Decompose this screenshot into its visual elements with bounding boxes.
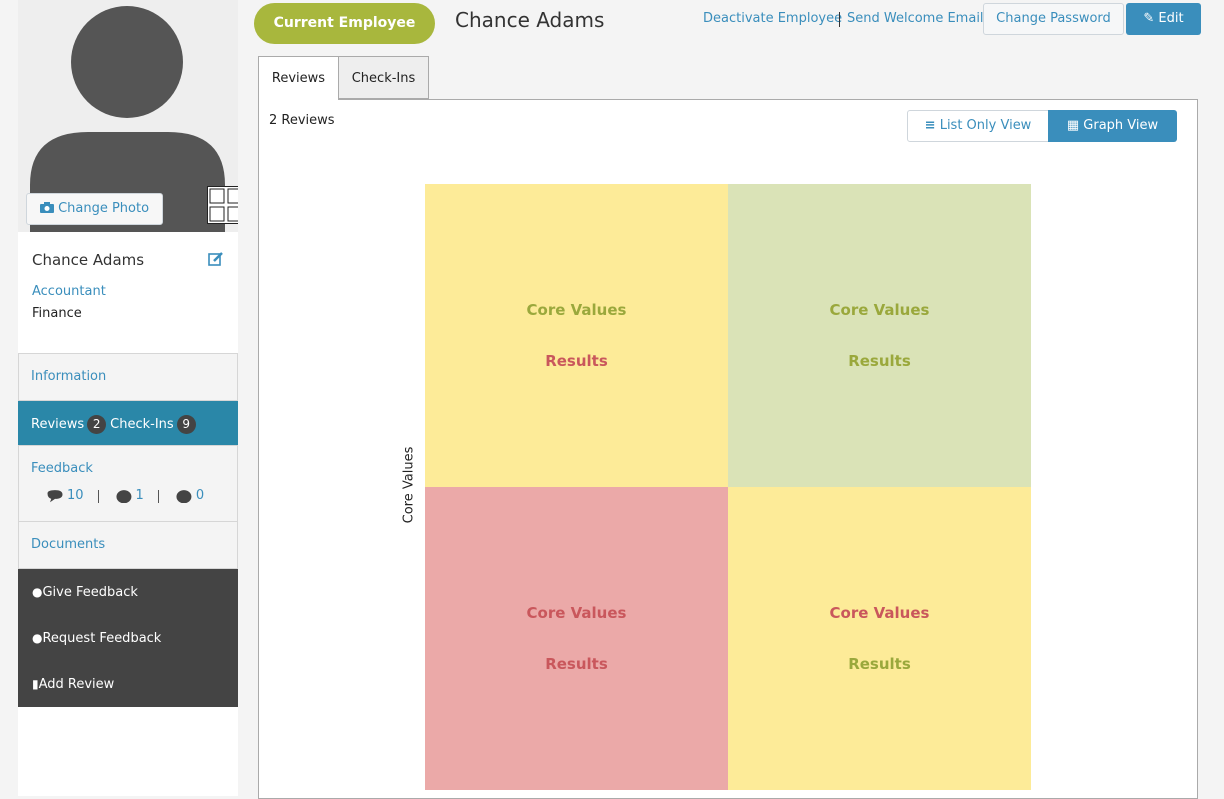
nav-documents[interactable]: Documents <box>18 521 238 569</box>
check-ins-label: Check-Ins <box>110 417 174 432</box>
quadrant: Core Values Results <box>425 487 728 790</box>
change-photo-label: Change Photo <box>58 201 150 216</box>
profile-card: Chance Adams Accountant Finance <box>18 232 238 353</box>
tab-active[interactable]: Reviews <box>258 56 339 100</box>
quadrant: Core Values Results <box>728 184 1031 487</box>
quadrant-top-label: Core Values <box>829 301 930 319</box>
nav-reviews[interactable]: Reviews 2 Check-Ins 9 <box>18 401 238 449</box>
quadrant-bottom-label: Results <box>545 655 608 673</box>
camera-icon <box>39 202 54 213</box>
deactivate-link[interactable]: Deactivate Employee <box>703 11 843 26</box>
reviews-label: Reviews <box>31 417 85 432</box>
nav-feedback[interactable]: Feedback 10 1 0 <box>18 445 238 522</box>
feedback-count: 1 <box>114 488 144 503</box>
quadrant: Core Values Results <box>728 487 1031 790</box>
feedback-count: 0 <box>174 488 204 503</box>
quadrant-bottom-label: Results <box>545 352 608 370</box>
quadrant-bottom-label: Results <box>848 352 911 370</box>
feedback-counts: 10 1 0 <box>31 488 225 503</box>
job-title[interactable]: Accountant <box>32 284 106 299</box>
tab[interactable]: Check-Ins <box>338 56 429 99</box>
separator <box>157 490 159 503</box>
feedback-icon <box>176 489 192 503</box>
feedback-label: Feedback <box>31 461 93 476</box>
label: Request Feedback <box>42 631 162 646</box>
welcome-email-link[interactable]: Send Welcome Email <box>847 11 984 26</box>
quadrant-top-label: Core Values <box>526 301 627 319</box>
graph-view-button[interactable]: ▦ Graph View <box>1048 110 1177 142</box>
count: 1 <box>135 488 144 503</box>
action[interactable]: ●Give Feedback <box>32 585 138 600</box>
review-count: 2 Reviews <box>269 113 335 128</box>
grid-icon[interactable] <box>207 186 238 224</box>
separator <box>97 490 99 503</box>
change-password-button[interactable]: Change Password <box>983 3 1124 35</box>
edit-icon[interactable] <box>208 251 224 266</box>
label: Give Feedback <box>42 585 138 600</box>
quadrant-bottom-label: Results <box>848 655 911 673</box>
count: 0 <box>195 488 205 503</box>
quadrant-top-label: Core Values <box>526 604 627 622</box>
list-view-button[interactable]: ≡ List Only View <box>907 110 1049 142</box>
separator <box>839 12 840 27</box>
label: Graph View <box>1083 118 1159 133</box>
feedback-icon <box>115 489 131 503</box>
action[interactable]: ●Request Feedback <box>32 631 162 646</box>
actions-menu: ●Give Feedback ●Request Feedback ▮Add Re… <box>18 569 238 707</box>
nav-information[interactable]: Information <box>18 353 238 401</box>
change-photo-button[interactable]: Change Photo <box>26 193 163 225</box>
reviews-count: 2 <box>87 415 107 434</box>
y-axis-label: Core Values <box>401 446 417 524</box>
review-grid: Core Values Results Core Values Results Core… <box>425 184 1031 790</box>
label: Edit <box>1158 11 1184 26</box>
count: 10 <box>67 488 84 503</box>
check-ins-count: 9 <box>176 415 196 434</box>
profile-name: Chance Adams <box>32 251 145 269</box>
photo: Change Photo <box>18 0 238 232</box>
department: Finance <box>32 306 82 321</box>
quadrant-top-label: Core Values <box>829 604 930 622</box>
quadrant: Core Values Results <box>425 184 728 487</box>
edit-button[interactable]: ✎ Edit <box>1126 3 1201 35</box>
label: Add Review <box>38 677 115 692</box>
status-pill: Current Employee <box>254 3 435 44</box>
employee-name: Chance Adams <box>455 8 605 32</box>
feedback-icon <box>47 489 63 502</box>
label: List Only View <box>939 118 1032 133</box>
action[interactable]: ▮Add Review <box>32 677 115 692</box>
sidebar-fill <box>18 707 238 796</box>
feedback-count: 10 <box>45 488 84 503</box>
